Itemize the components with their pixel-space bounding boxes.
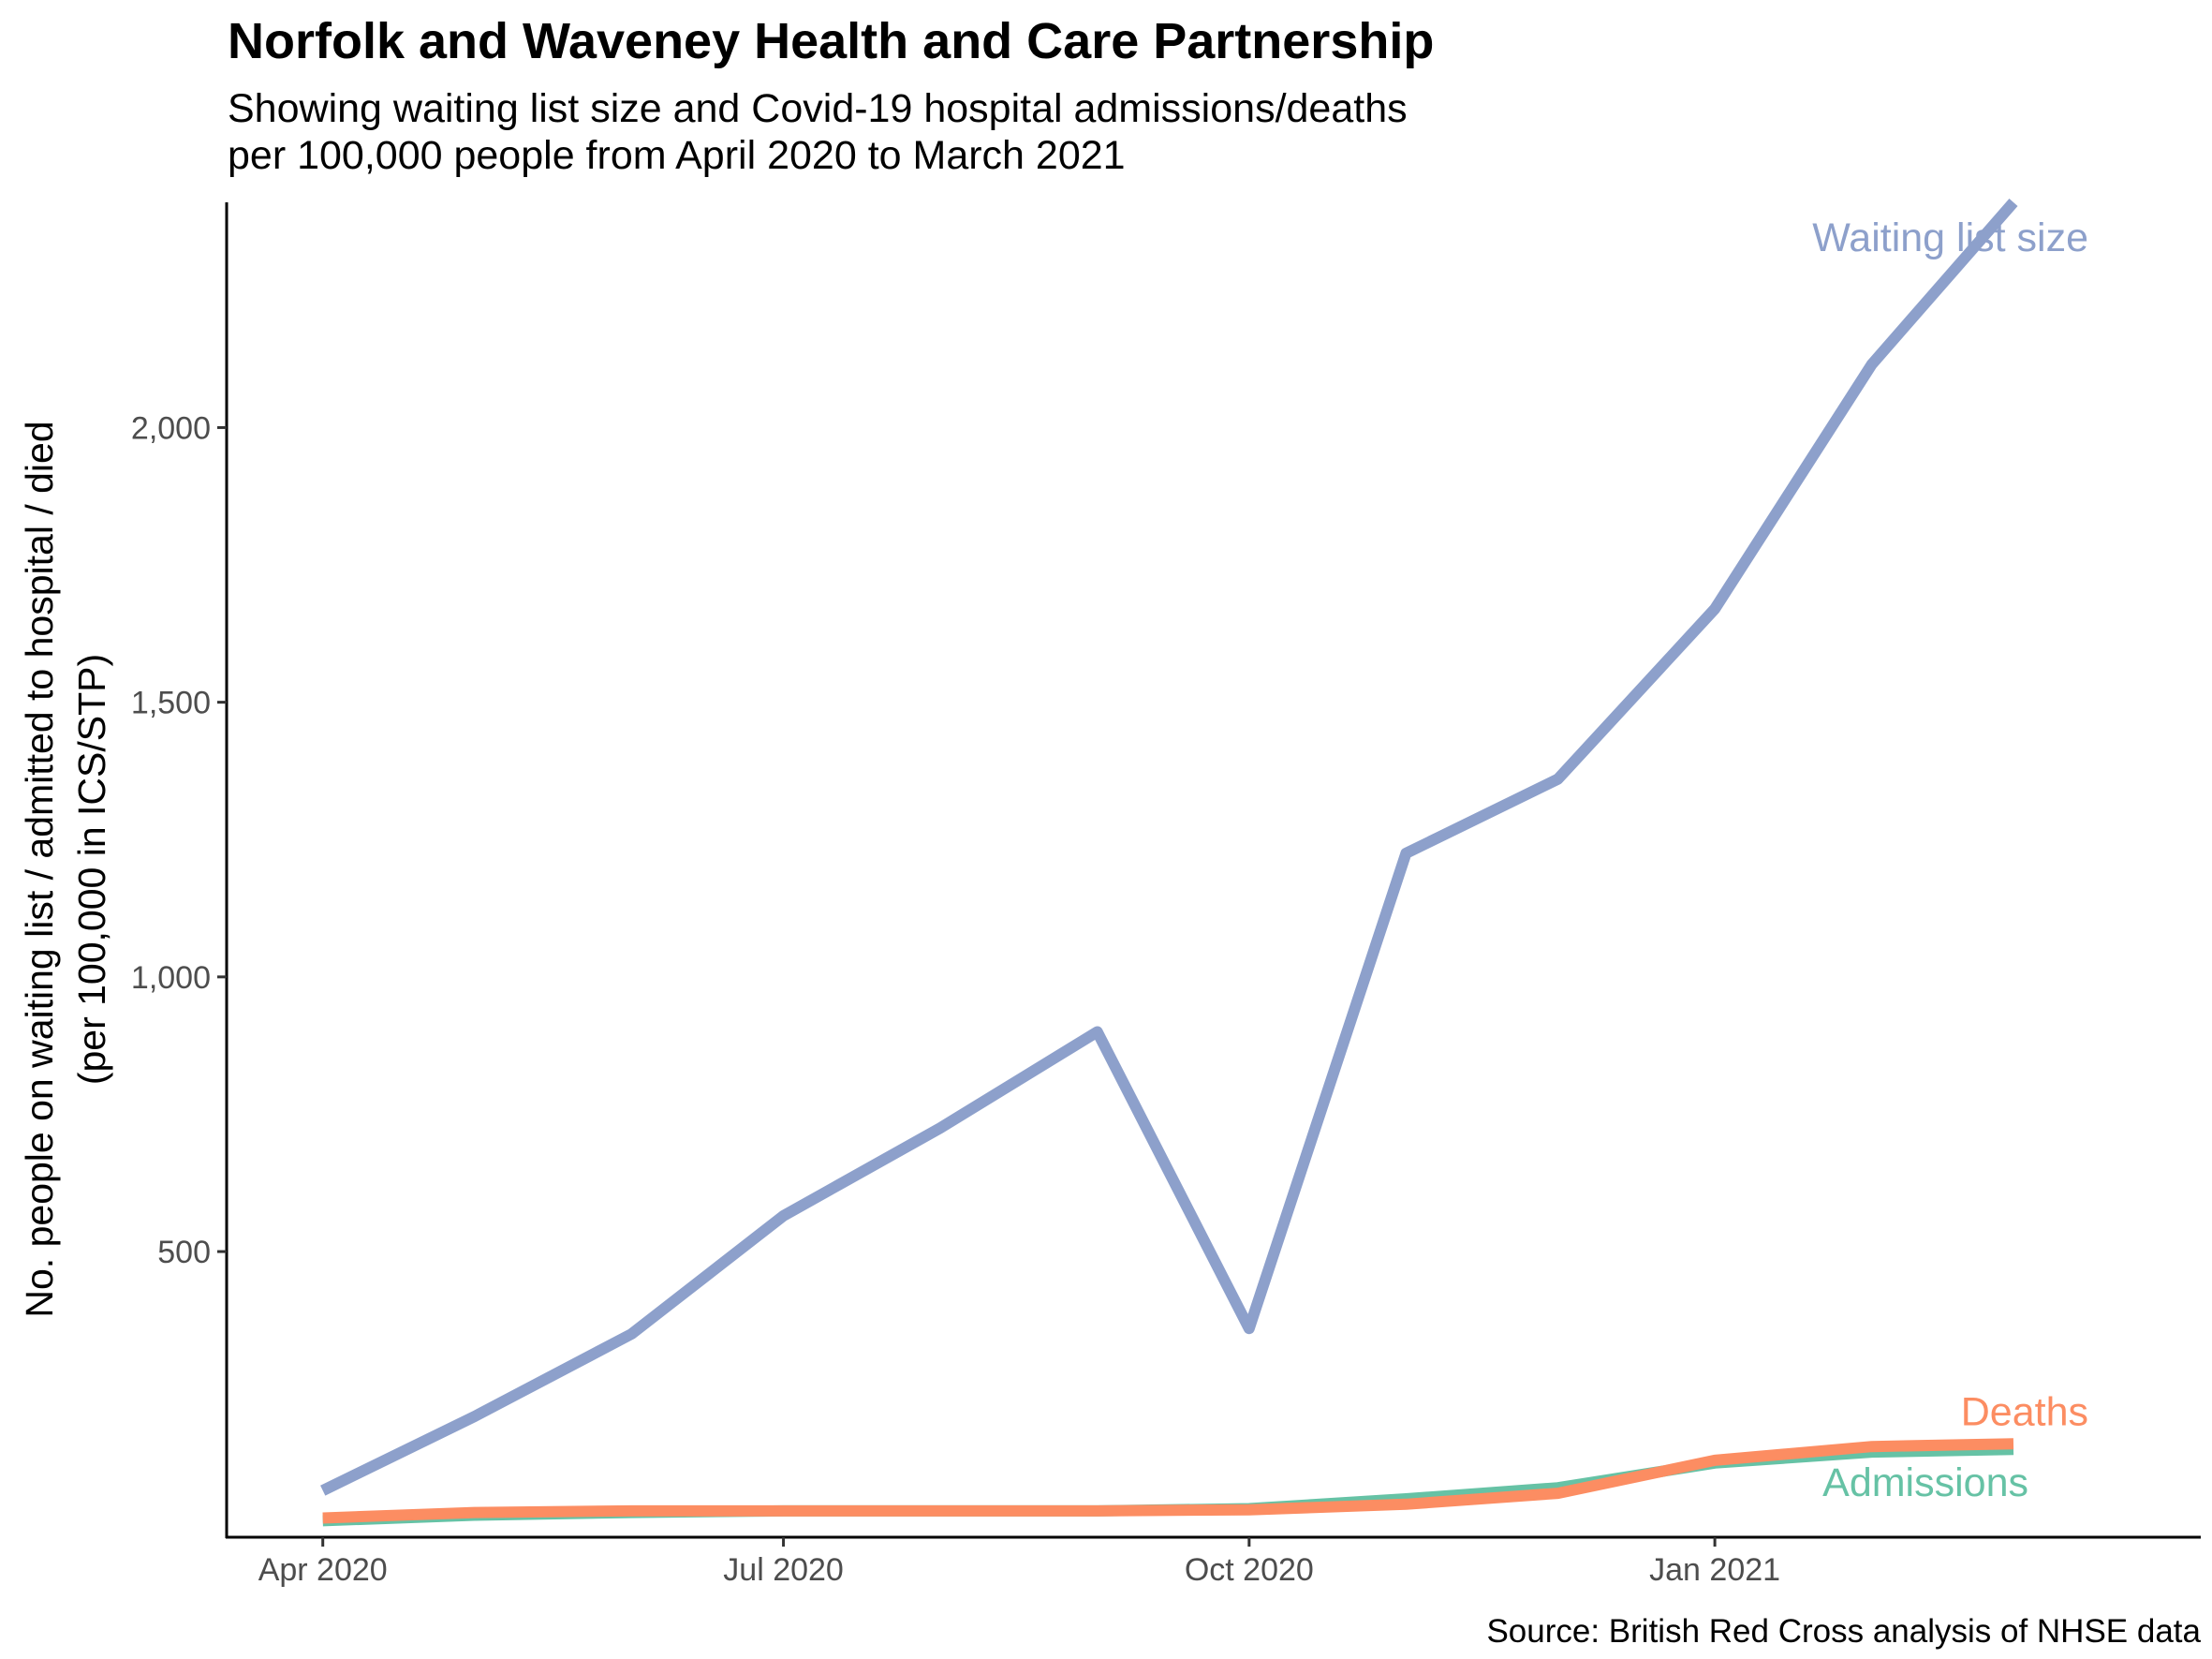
series-line-waiting xyxy=(320,199,2018,1496)
series-label-admissions: Admissions xyxy=(1822,1460,2028,1505)
y-axis-title-line-2: (per 100,000 in ICS/STP) xyxy=(70,654,113,1085)
x-tick-label: Jul 2020 xyxy=(723,1552,844,1588)
x-tick-label: Oct 2020 xyxy=(1185,1552,1314,1588)
series-label-waiting: Waiting list size xyxy=(1812,215,2088,260)
x-tick-label: Jan 2021 xyxy=(1649,1552,1780,1588)
x-tick-label: Apr 2020 xyxy=(258,1552,388,1588)
y-axis-title-line-1: No. people on waiting list / admitted to… xyxy=(18,421,61,1317)
series-labels: Admissions Waiting list size Deaths xyxy=(1812,215,2088,1505)
x-axis-ticks: Apr 2020 Jul 2020 Oct 2020 Jan 2021 xyxy=(258,1537,1780,1588)
chart-subtitle-line-2: per 100,000 people from April 2020 to Ma… xyxy=(228,133,1126,178)
y-tick-label: 500 xyxy=(157,1235,211,1270)
series-lines xyxy=(320,199,2018,1527)
series-label-deaths: Deaths xyxy=(1961,1389,2088,1434)
y-axis-ticks: 500 1,000 1,500 2,000 xyxy=(131,410,227,1270)
y-tick-label: 2,000 xyxy=(131,410,211,446)
series-line-deaths xyxy=(322,1438,2014,1524)
chart-caption: Source: British Red Cross analysis of NH… xyxy=(1486,1613,2201,1650)
chart-title: Norfolk and Waveney Health and Care Part… xyxy=(228,13,1434,69)
y-tick-label: 1,000 xyxy=(131,960,211,996)
y-tick-label: 1,500 xyxy=(131,686,211,721)
chart-subtitle-line-1: Showing waiting list size and Covid-19 h… xyxy=(228,86,1408,131)
plot-area: Admissions Waiting list size Deaths xyxy=(320,199,2088,1527)
